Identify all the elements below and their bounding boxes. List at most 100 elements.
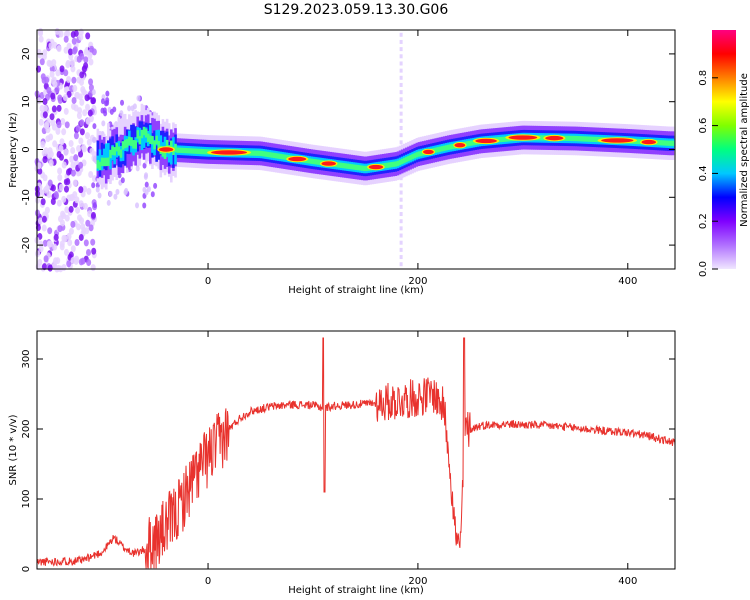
spectrogram-ridge-cell xyxy=(449,144,452,150)
spectrogram-cell xyxy=(399,32,403,37)
spectrogram-cell xyxy=(63,248,69,256)
spectrogram-ridge-cell xyxy=(319,159,322,166)
spectrogram-cell xyxy=(43,186,49,194)
spectrogram-ridge-cell xyxy=(312,158,316,165)
spectrogram-ridge-cell xyxy=(409,154,412,161)
spectrogram-cell xyxy=(56,199,62,207)
spectrogram-cell xyxy=(35,190,41,198)
spectrogram-ridge-cell xyxy=(587,136,591,142)
spectrogram-ridge-cell xyxy=(344,163,347,169)
spectrogram-cell xyxy=(52,80,58,88)
spectrogram-ridge-cell xyxy=(140,129,144,139)
spectrogram-cell xyxy=(85,117,91,125)
spectrogram-cell xyxy=(92,156,97,163)
spectrogram-cell xyxy=(63,69,69,77)
spectrogram-ridge-cell xyxy=(669,140,673,146)
spectrogram-cell xyxy=(71,76,77,84)
spectrogram-cell xyxy=(39,58,45,66)
spectrogram-cell xyxy=(142,186,147,193)
spectrogram-cell xyxy=(68,205,74,213)
spectrogram-ridge-cell xyxy=(107,143,110,159)
spectrogram-cell xyxy=(39,104,45,112)
spectrogram-ridge-cell xyxy=(191,148,194,154)
spectrogram-cell xyxy=(72,179,78,187)
spectrogram-cell xyxy=(68,227,74,235)
spectrogram-ridge-cell xyxy=(360,165,364,171)
spectrogram-cell xyxy=(136,95,141,102)
spectrogram-ridge-cell xyxy=(570,135,574,142)
spectrogram-ridge-cell xyxy=(568,135,572,142)
spectrogram-cell xyxy=(399,118,403,123)
spectrogram-cell xyxy=(79,52,85,60)
spectrogram-cell xyxy=(84,94,90,102)
spectrogram-ridge-cell xyxy=(130,124,133,150)
spectrogram-cell xyxy=(79,71,85,79)
spectrogram-cell xyxy=(66,232,72,240)
spectrogram-cell xyxy=(37,167,43,175)
spectrogram-cell xyxy=(38,245,44,253)
spectrogram-cell xyxy=(41,263,47,271)
spectrogram-ridge-cell xyxy=(272,152,276,159)
spectrogram-cell xyxy=(399,75,403,80)
spectrogram-cell xyxy=(399,125,403,130)
spectrogram-ridge-cell xyxy=(671,140,675,146)
spectrogram-cell xyxy=(53,257,59,265)
spectrogram-cell xyxy=(70,31,76,39)
spectrogram-cell xyxy=(75,206,81,214)
spectrogram-ridge-cell xyxy=(170,149,173,165)
spectrogram-cell xyxy=(58,183,64,191)
spectrogram-cell xyxy=(399,97,403,102)
spectrogram-cell xyxy=(399,47,403,52)
spectrogram-cell xyxy=(399,61,403,66)
spectrogram-ridge-cell xyxy=(121,141,125,150)
spectrogram-cell xyxy=(78,200,84,208)
spectrogram-ridge-cell xyxy=(415,152,419,158)
spectrogram-cell xyxy=(74,196,80,204)
spectrogram-ridge-cell xyxy=(363,165,366,172)
chart-title: S129.2023.059.13.30.G06 xyxy=(264,2,449,18)
spectrogram-cell xyxy=(36,162,42,170)
spectrogram-cell xyxy=(59,65,65,73)
spectrogram-cell xyxy=(79,128,85,136)
spectrogram-cell xyxy=(105,90,110,97)
snr-ylabel: SNR (10 * v/v) xyxy=(8,414,19,485)
spectrogram-cell xyxy=(399,183,403,188)
spectrogram-cell xyxy=(67,239,73,247)
spectrogram-cell xyxy=(64,214,70,222)
spectrogram-cell xyxy=(85,103,91,111)
spectrogram-cell xyxy=(63,185,69,193)
spectrogram-cell xyxy=(67,48,73,56)
colorbar-ticks: 0.0 0.2 0.4 0.6 0.8 xyxy=(698,70,718,277)
spectrogram-ridge-cell xyxy=(184,148,188,154)
spectrogram-ridge-cell xyxy=(146,133,150,143)
spectrogram-ridge-cell xyxy=(350,164,354,170)
spectrogram-peak xyxy=(508,135,538,140)
spectrogram-ridge-cell xyxy=(444,145,448,151)
plot-frame xyxy=(36,330,676,570)
spectrogram-cell xyxy=(66,75,72,83)
spectrogram-cell xyxy=(80,223,86,231)
spectrogram-ridge-cell xyxy=(96,160,100,169)
spectrogram-cell xyxy=(35,250,41,258)
colorbar-tick-label: 0.4 xyxy=(698,165,709,181)
spectrogram-ridge-cell xyxy=(579,136,582,142)
spectrogram-ridge-cell xyxy=(253,150,257,156)
spectrogram-ridge-cell xyxy=(470,140,473,146)
spectrogram-ridge-cell xyxy=(142,126,146,136)
spectrogram-cell xyxy=(78,137,84,145)
spectrogram-ridge-cell xyxy=(98,149,102,165)
spectrogram-cell xyxy=(115,188,120,195)
spectrogram-ridge-cell xyxy=(405,156,408,163)
spectrogram-cell xyxy=(72,84,78,92)
spectrogram-cell xyxy=(73,132,79,140)
snr-panel: 0 200 400 0 100 200 300 Height of straight lin… xyxy=(8,330,676,596)
spectrogram-ridge-cell xyxy=(354,164,358,170)
x-tick-label: 0 xyxy=(205,576,211,587)
y-tick-label: 0 xyxy=(21,146,32,152)
spectrogram-cell xyxy=(61,195,67,203)
x-tick-label: 200 xyxy=(408,576,427,587)
spectrogram-cell xyxy=(35,196,41,204)
spectrogram-cell xyxy=(84,132,90,140)
spectrogram-cell xyxy=(44,76,50,84)
